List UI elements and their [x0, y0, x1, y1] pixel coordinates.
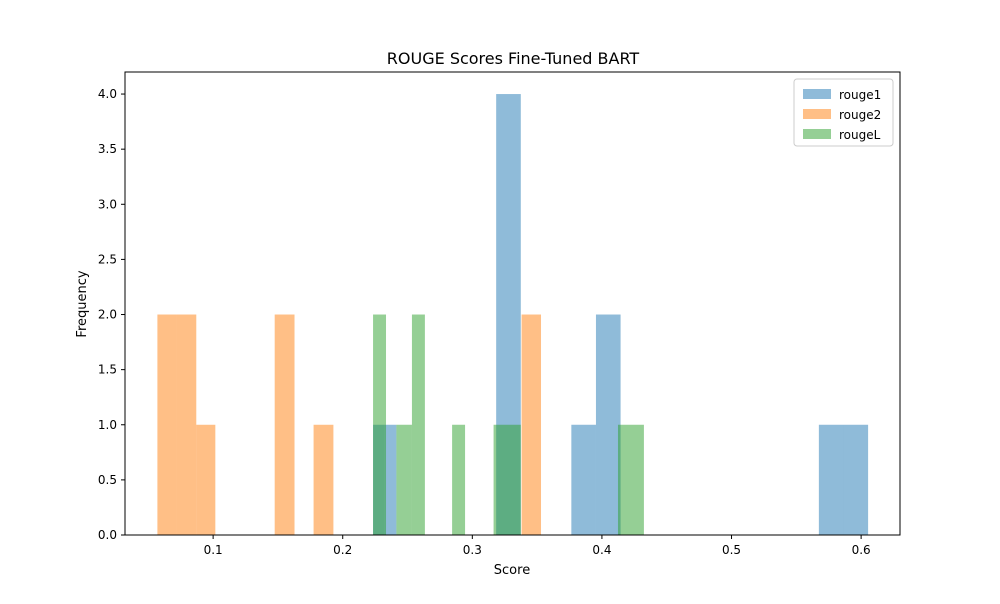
y-tick-label-6: 3.0 [98, 197, 117, 211]
bar-rouge1-6 [843, 424, 869, 535]
axes-layer [124, 71, 901, 536]
y-tick-label-4: 2.0 [98, 308, 117, 322]
bar-rougeL-4 [493, 424, 521, 535]
bar-rouge2-1 [176, 314, 197, 535]
bar-rouge1-3 [571, 424, 596, 535]
bar-rouge2-4 [313, 424, 334, 535]
x-tick-label-0: 0.1 [204, 543, 223, 557]
bar-rougeL-5 [617, 424, 644, 535]
x-tick-label-3: 0.4 [592, 543, 611, 557]
y-tick-label-1: 0.5 [98, 473, 117, 487]
y-tick-label-8: 4.0 [98, 87, 117, 101]
bar-rougeL-0 [373, 314, 387, 535]
y-tick-label-0: 0.0 [98, 528, 117, 542]
legend-swatch-rouge2 [803, 109, 831, 119]
legend: rouge1 rouge2 rougeL [793, 78, 894, 147]
y-tick-label-7: 3.5 [98, 142, 117, 156]
bar-rouge1-5 [818, 424, 844, 535]
bar-rouge2-5 [521, 314, 542, 535]
bar-rougeL-1 [396, 424, 412, 535]
x-tick-label-5: 0.6 [852, 543, 871, 557]
y-tick-label-3: 1.5 [98, 363, 117, 377]
y-tick-label-5: 2.5 [98, 252, 117, 266]
legend-label-rouge1: rouge1 [839, 88, 881, 102]
legend-label-rougeL: rougeL [839, 128, 881, 142]
legend-swatch-rouge1 [803, 89, 831, 99]
bar-rouge2-2 [196, 424, 216, 535]
bar-rouge2-3 [274, 314, 295, 535]
bar-rougeL-3 [452, 424, 466, 535]
y-ticks: 0.0 0.5 1.0 1.5 2.0 2.5 3.0 3.5 4.0 [98, 87, 125, 542]
y-tick-label-2: 1.0 [98, 418, 117, 432]
plot-frame [124, 71, 901, 536]
chart-title: ROUGE Scores Fine-Tuned BART [387, 49, 640, 68]
legend-swatch-rougeL [803, 129, 831, 139]
x-axis-label: Score [494, 563, 530, 578]
bar-rouge2-0 [157, 314, 177, 535]
bar-rougeL-2 [411, 314, 425, 535]
x-ticks: 0.1 0.2 0.3 0.4 0.5 0.6 [204, 535, 871, 557]
x-tick-label-2: 0.3 [463, 543, 482, 557]
x-tick-label-4: 0.5 [722, 543, 741, 557]
bar-rouge1-4 [595, 314, 621, 535]
legend-label-rouge2: rouge2 [839, 108, 881, 122]
y-axis-label: Frequency [75, 270, 90, 337]
x-tick-label-1: 0.2 [333, 543, 352, 557]
bar-rouge1-1 [384, 424, 397, 535]
bars-layer [157, 94, 869, 536]
